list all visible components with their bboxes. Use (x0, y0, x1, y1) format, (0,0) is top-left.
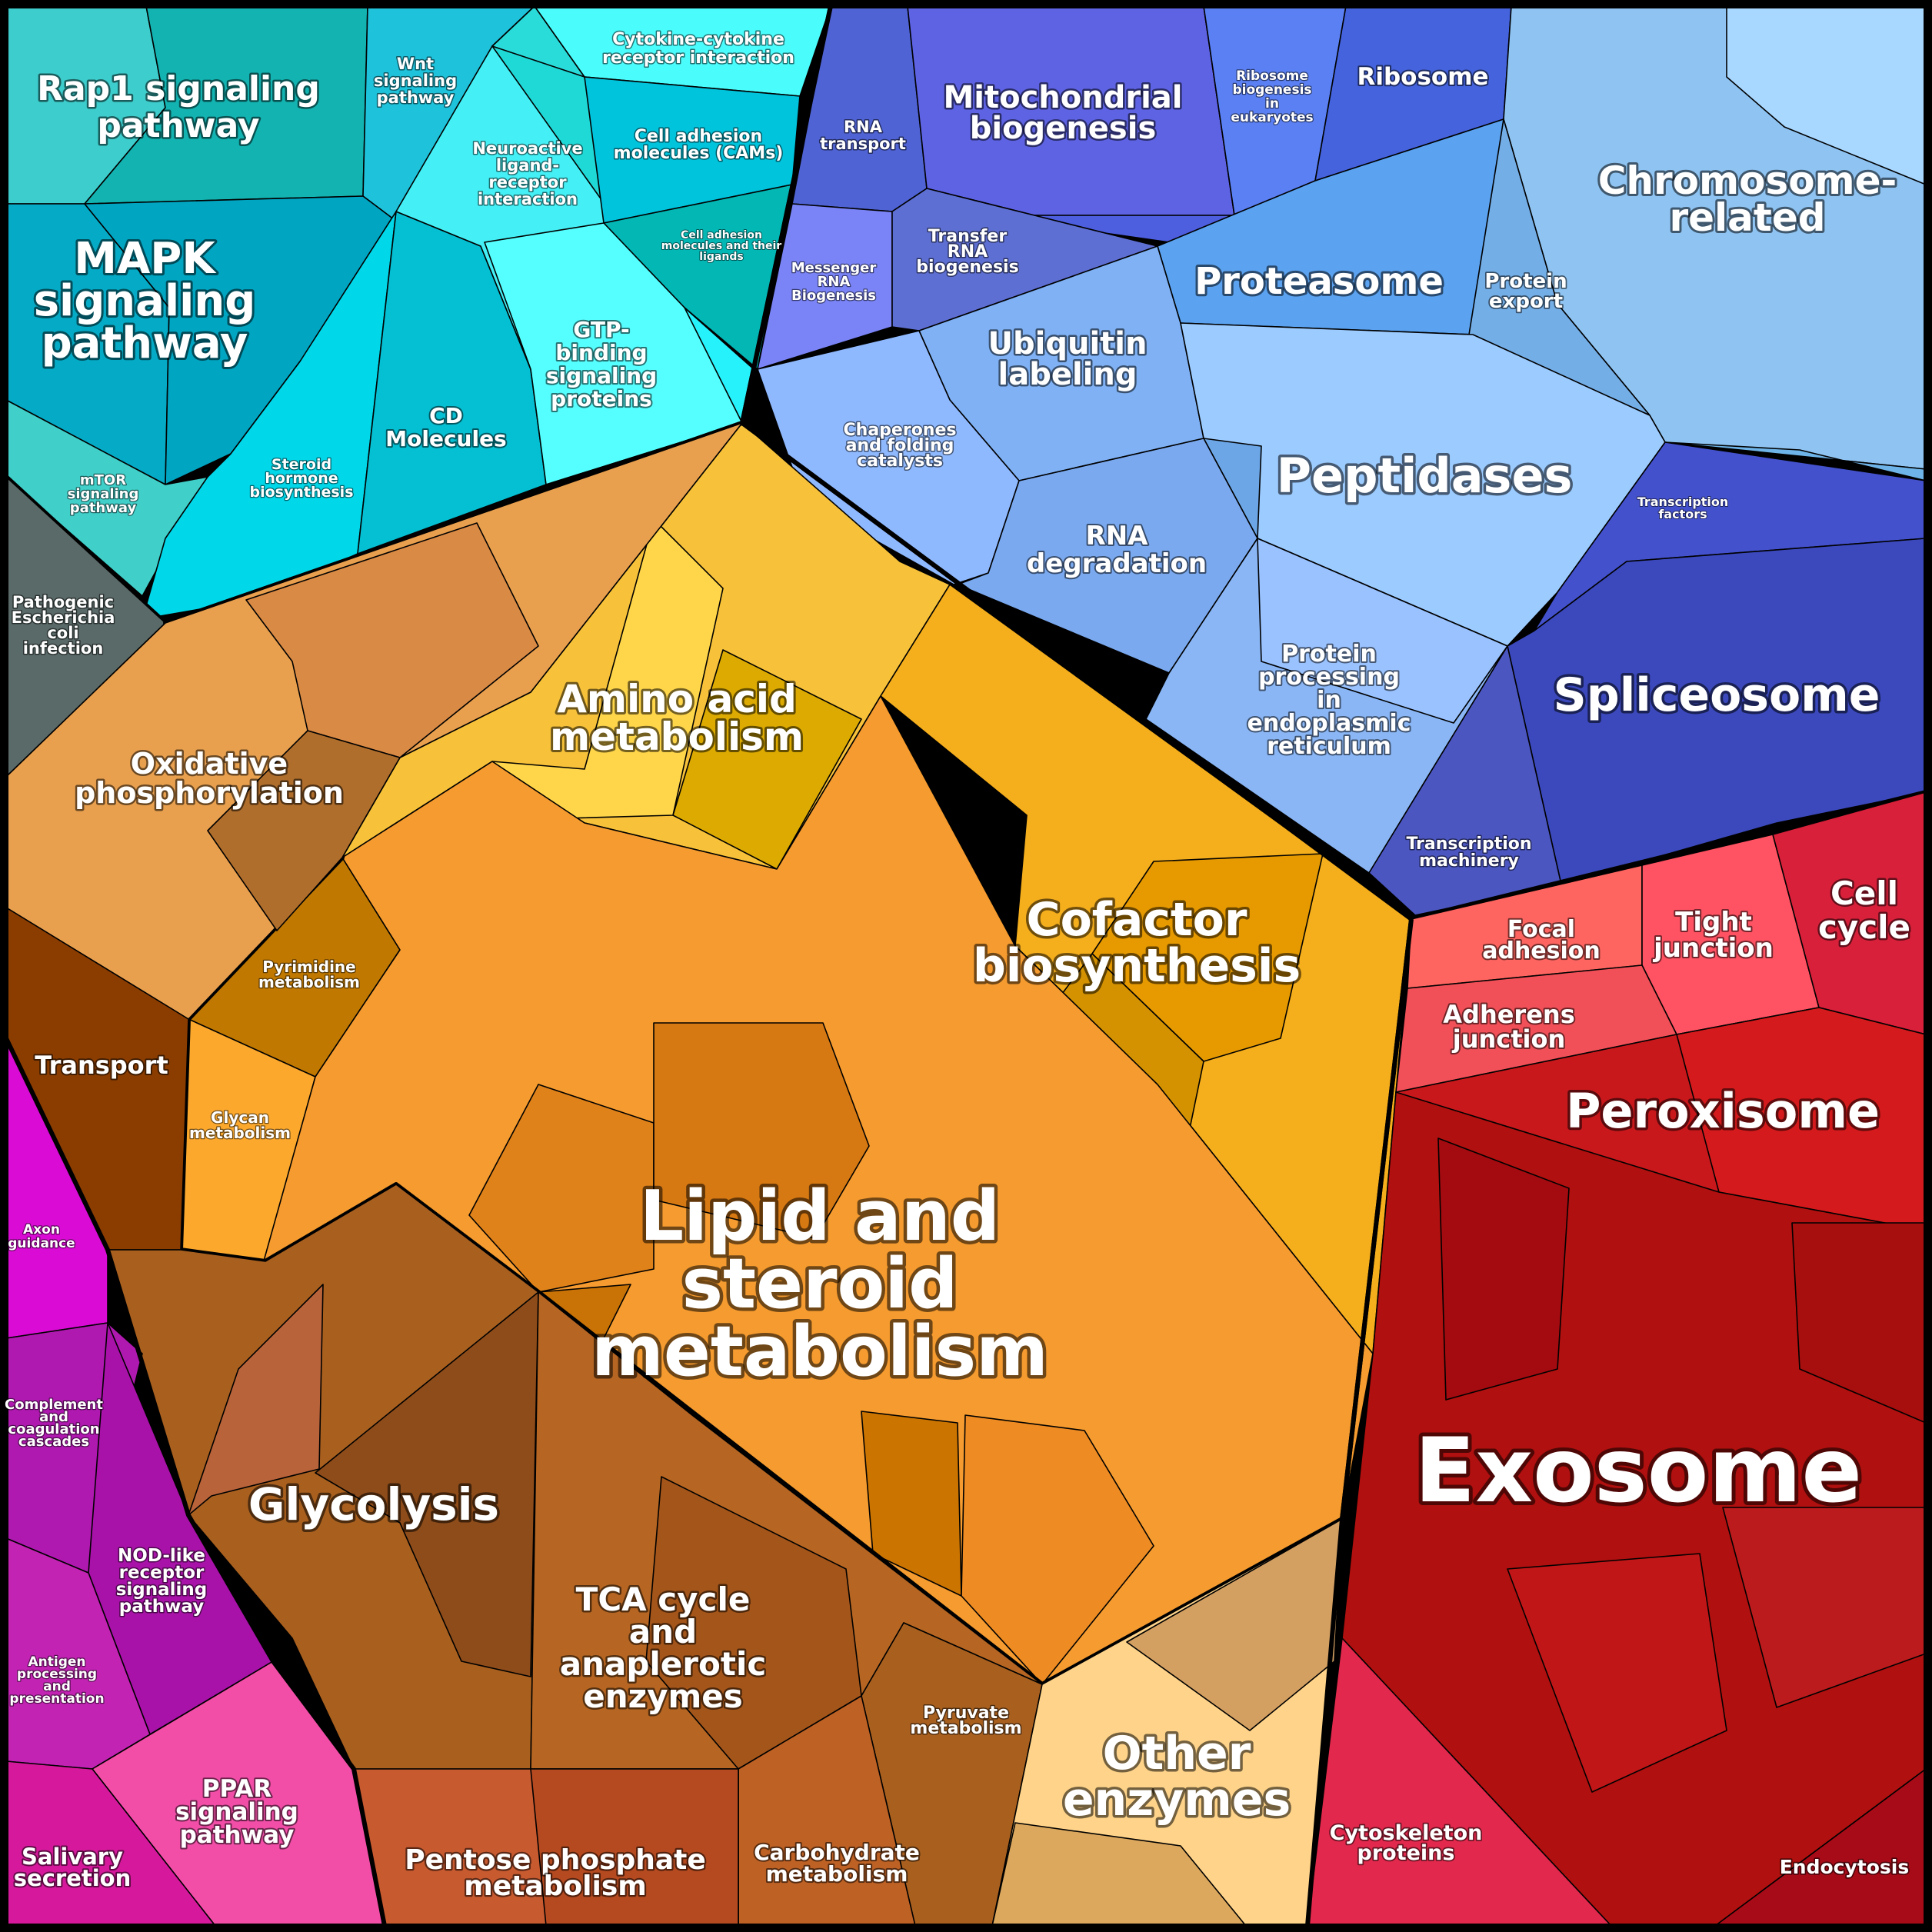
cell-lipid-f[interactable] (961, 1414, 1154, 1685)
cell-glycolysis-b[interactable] (188, 1284, 324, 1516)
label-glycolysis: Glycolysis (248, 1478, 499, 1531)
label-peroxisome-text: Peroxisome (1566, 1083, 1880, 1139)
cell-exosome-b[interactable] (1437, 1138, 1570, 1401)
cell-glycolysis-c[interactable] (315, 1291, 539, 1677)
label-endocytosis: Endocytosis (1780, 1856, 1910, 1878)
label-spliceosome: Spliceosome (1554, 668, 1880, 722)
label-transcription-machinery: Transcription machinery (1406, 834, 1531, 871)
label-chromosome: Chromosome-related (1598, 158, 1897, 240)
label-other-enzymes: Other enzymes (1063, 1727, 1291, 1827)
label-adherens: Adherens junction (1443, 1000, 1574, 1054)
label-mito: Mitochondrial biogenesis (943, 80, 1182, 146)
cell-protein-processing-b[interactable] (1257, 538, 1508, 724)
label-protein-export: Protein export (1484, 270, 1567, 313)
label-rna-transport: RNA transport (820, 118, 906, 153)
label-pyrimidine: Pyrimidine metabolism (258, 958, 360, 991)
label-steroid-hormone: Steroid hormone biosynthesis (249, 456, 353, 501)
label-ribosome-text: Ribosome (1357, 63, 1488, 91)
label-antigen: Antigen processing and presentation (9, 1654, 104, 1707)
label-transport-text: Transport (35, 1051, 168, 1080)
label-ribosome-biogenesis: Ribosome biogenesis in eukaryotes (1231, 68, 1313, 125)
label-protein-processing: Protein processing in endoplasmic reticulum (1247, 641, 1411, 760)
other-enzymes-group (991, 1518, 1343, 1927)
label-adhesion-ligands: Cell adhesion molecules and their ligands (661, 229, 782, 263)
label-mrna-biogenesis: Messenger RNA Biogenesis (791, 260, 877, 304)
label-cytokine: Cytokine-cytokine receptor interaction (602, 30, 794, 68)
label-proteasome-text: Proteasome (1194, 260, 1444, 303)
label-peroxisome: Peroxisome (1566, 1083, 1880, 1139)
label-chaperones: Chaperones and folding catalysts (844, 421, 957, 471)
label-tight-junction: Tight junction (1652, 907, 1774, 964)
label-cams: Cell adhesion molecules (CAMs) (614, 127, 784, 163)
label-cell-cycle: Cell cycle (1818, 874, 1910, 946)
label-pathogenic-ecoli: Pathogenic Escherichia coli infection (12, 593, 115, 658)
labels-layer: Rap1 signaling pathway Wnt signaling pathwa… (4, 29, 1913, 1904)
label-salivary: Salivary secretion (14, 1844, 131, 1891)
label-ribosome: Ribosome (1357, 63, 1488, 91)
organismal-group (4, 1037, 387, 1927)
genetic-information-group (740, 5, 1927, 921)
label-amino-acid: Amino acid metabolism (550, 677, 804, 759)
label-endocytosis-text: Endocytosis (1780, 1856, 1910, 1878)
label-ubiquitin: Ubiquitin labeling (988, 326, 1148, 392)
label-peptidases-text: Peptidases (1277, 448, 1573, 504)
label-wnt: Wnt signaling pathway (374, 55, 457, 107)
label-pyruvate: Pyruvate metabolism (910, 1704, 1021, 1738)
label-glycolysis-text: Glycolysis (248, 1478, 499, 1531)
label-peptidases: Peptidases (1277, 448, 1573, 504)
label-lipid: Lipid and steroid metabolism (591, 1176, 1048, 1392)
label-rap1: Rap1 signaling pathway (37, 69, 320, 145)
label-trna-biogenesis: Transfer RNA biogenesis (916, 227, 1018, 277)
label-cofactor: Cofactor biosynthesis (973, 893, 1301, 993)
label-mtor: mTOR signaling pathway (68, 472, 139, 516)
label-exosome: Exosome (1414, 1419, 1862, 1523)
cell-other-enzymes-b[interactable] (1126, 1518, 1343, 1731)
label-transport: Transport (35, 1051, 168, 1080)
label-cytoskeleton: Cytoskeleton proteins (1330, 1821, 1483, 1865)
cell-lipid-c[interactable] (653, 1022, 870, 1239)
label-ppar: PPAR signaling pathway (175, 1775, 298, 1849)
label-pentose: Pentose phosphate metabolism (405, 1844, 706, 1902)
cell-transcription-machinery[interactable] (1368, 645, 1562, 916)
label-tca: TCA cycle and anaplerotic enzymes (560, 1581, 766, 1715)
label-rna-degradation: RNA degradation (1027, 521, 1207, 579)
label-spliceosome-text: Spliceosome (1554, 668, 1880, 722)
cell-exosome-c[interactable] (1507, 1553, 1727, 1793)
label-axon: Axon guidance (8, 1222, 75, 1251)
cellular-processes-group (1305, 791, 1927, 1927)
label-cd: CD Molecules (385, 403, 506, 451)
label-focal-adhesion: Focal adhesion (1482, 916, 1601, 964)
label-proteasome: Proteasome (1194, 260, 1444, 303)
label-transcription-factors: Transcription factors (1637, 495, 1729, 521)
label-complement: Complement and coagulation cascades (5, 1397, 103, 1450)
label-oxphos: Oxidative phosphorylation (75, 747, 344, 810)
label-neuroactive: Neuroactive ligand-receptor interaction (472, 139, 582, 208)
label-nod: NOD-like receptor signaling pathway (116, 1546, 208, 1617)
cell-cofactor-b[interactable] (1091, 853, 1324, 1062)
label-carbohydrate: Carbohydrate metabolism (754, 1840, 920, 1887)
cell-oxphos-c[interactable] (207, 730, 401, 931)
label-gtp: GTP-binding signaling proteins (546, 317, 657, 411)
label-exosome-text: Exosome (1414, 1419, 1862, 1523)
cell-lipid-b[interactable] (468, 1084, 655, 1293)
label-glycan: Glycan metabolism (189, 1108, 291, 1142)
label-mapk: MAPK signaling pathway (34, 234, 256, 368)
energy-group (5, 422, 1043, 1927)
